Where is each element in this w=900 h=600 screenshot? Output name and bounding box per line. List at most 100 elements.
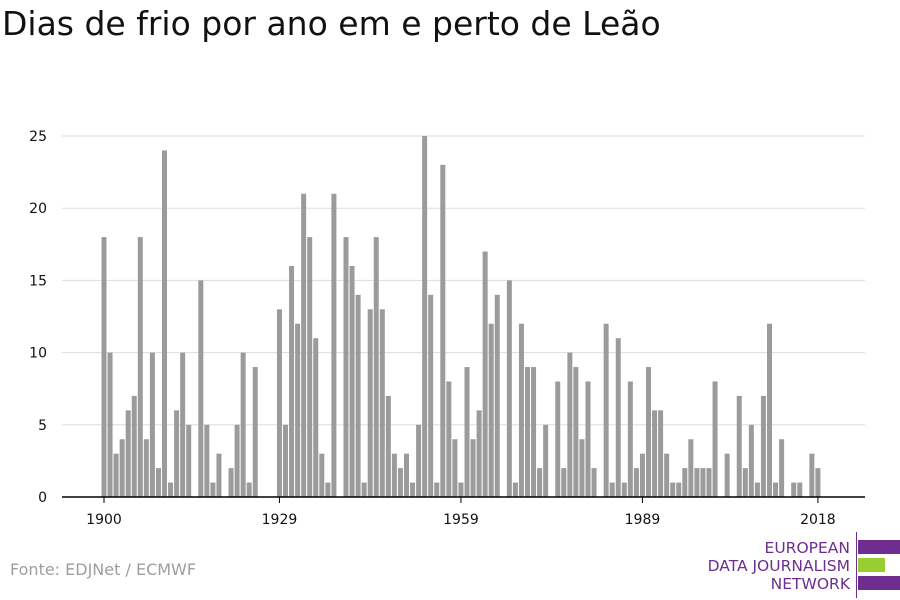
bar-1935 [313,338,319,497]
bar-1986 [621,482,627,497]
bar-1938 [331,193,337,497]
bar-1914 [186,424,192,497]
bar-1995 [676,482,682,497]
bar-1931 [289,265,295,497]
bar-2011 [773,482,779,497]
y-tick-label: 15 [29,273,47,289]
bar-1953 [422,136,428,497]
bar-1970 [525,367,530,497]
bar-1907 [143,439,149,497]
bar-1954 [428,294,434,497]
logo-bar-purple-top [858,540,900,554]
bar-1908 [149,352,155,497]
chart-title: Dias de frio por ano em e perto de Leão [2,4,661,43]
bar-1963 [482,251,488,497]
bar-1913 [180,352,186,497]
bar-1962 [476,410,482,497]
bar-2014 [791,482,797,497]
bar-2005 [736,395,742,497]
y-tick-label: 25 [29,129,47,145]
bar-1937 [325,482,331,497]
bar-1978 [573,367,579,497]
bar-1976 [561,468,567,497]
bar-1955 [434,482,440,497]
bar-2003 [724,453,730,497]
bar-1924 [246,482,252,497]
bar-1947 [385,395,391,497]
bar-1948 [391,453,397,497]
bar-1951 [410,482,416,497]
bar-1901 [107,352,113,497]
y-tick-label: 10 [29,346,47,362]
bar-1932 [295,323,301,497]
bar-1952 [416,424,422,497]
bar-1989 [639,453,645,497]
bar-1968 [512,482,518,497]
bar-1960 [464,367,470,497]
bar-1911 [168,482,174,497]
bar-1999 [700,468,706,497]
y-tick-label: 20 [29,201,47,217]
bar-1921 [228,468,234,497]
logo-line-3: NETWORK [770,575,850,593]
bar-1912 [174,410,180,497]
bar-1934 [307,237,313,497]
bar-1930 [283,424,288,497]
bar-2001 [712,381,718,497]
x-tick-labels: 1900 1929 1959 1989 2018 [86,497,836,528]
bar-1990 [646,367,651,497]
bar-1992 [658,410,664,497]
bar-1983 [603,323,609,497]
bar-1904 [125,410,131,497]
bar-1923 [240,352,246,497]
logo-bar-purple-bottom [858,576,900,590]
logo-line-2: DATA JOURNALISM [707,557,850,575]
y-tick-labels: 0 5 10 15 20 25 [29,129,47,506]
y-tick-label: 0 [38,490,47,506]
bar-1961 [470,439,476,497]
bar-1984 [609,482,615,497]
bar-1969 [518,323,524,497]
bar-1933 [301,193,307,497]
x-tick-label: 1900 [86,512,122,528]
logo-bar-green [858,558,885,572]
bar-1950 [404,453,409,497]
bar-1902 [113,453,119,497]
bar-1936 [319,453,325,497]
bar-1975 [555,381,561,497]
bar-1991 [652,410,658,497]
source-note: Fonte: EDJNet / ECMWF [10,560,197,579]
bar-1965 [494,294,500,497]
bar-1994 [670,482,676,497]
bar-1919 [216,453,222,497]
bar-2008 [754,482,760,497]
bar-1987 [627,381,633,497]
bar-1944 [367,309,373,497]
bar-1998 [694,468,700,497]
bar-1967 [506,280,512,497]
bar-1956 [440,164,446,497]
gridlines [62,135,865,426]
bar-1941 [349,265,355,497]
bar-2012 [779,439,785,497]
bar-2009 [760,395,766,497]
bar-1980 [585,381,591,497]
logo-divider [856,532,857,598]
bar-1903 [119,439,125,497]
bars [101,136,821,497]
bar-1922 [234,424,240,497]
bar-1972 [537,468,543,497]
bar-1910 [162,150,167,497]
x-tick-label: 1989 [625,512,661,528]
bar-1997 [688,439,694,497]
bar-1929 [276,309,282,497]
bar-1977 [567,352,573,497]
bar-2010 [767,323,772,497]
bar-2018 [815,468,821,497]
bar-1900 [101,237,107,497]
bar-1996 [682,468,688,497]
bar-1979 [579,439,585,497]
bar-1959 [458,482,464,497]
x-tick-label: 2018 [800,512,836,528]
x-tick-label: 1929 [262,512,298,528]
